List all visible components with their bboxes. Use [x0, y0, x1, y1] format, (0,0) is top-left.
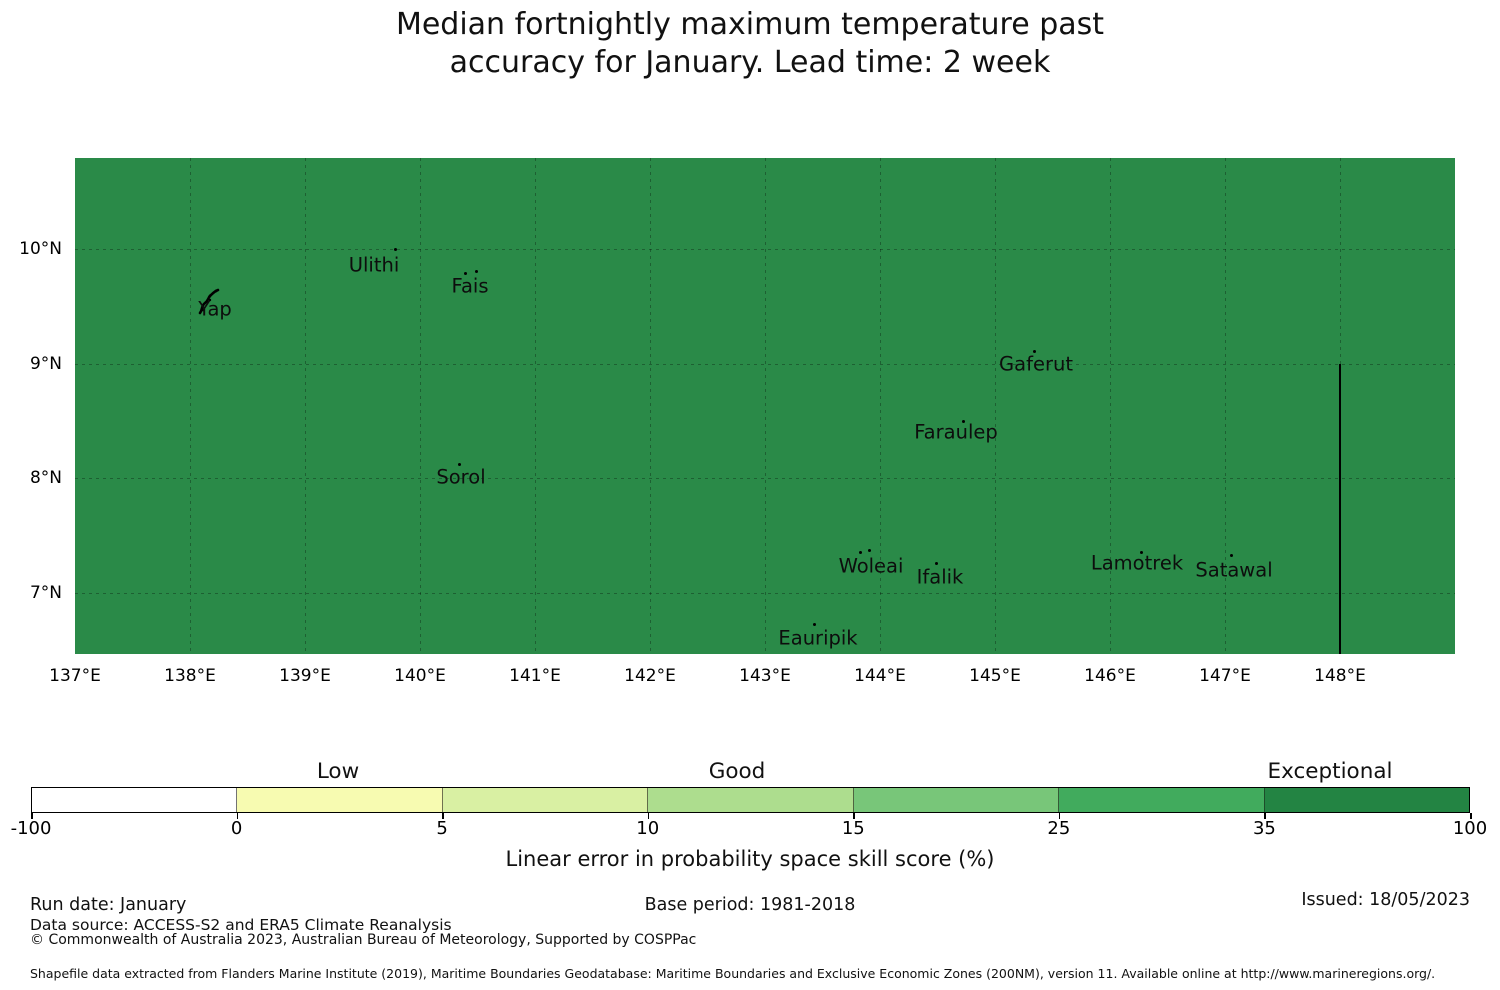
meridian-gridline — [995, 158, 996, 654]
footer-run-date: Run date: January — [30, 895, 187, 915]
colorbar-tick-mark — [236, 813, 239, 819]
footer-data-source: Data source: ACCESS-S2 and ERA5 Climate … — [30, 916, 452, 934]
colorbar-tick-mark — [442, 813, 444, 819]
island-label: Faraulep — [914, 420, 998, 444]
colorbar-segment — [442, 788, 649, 812]
island-marker-dot — [961, 419, 965, 423]
colorbar-tick-label: 0 — [230, 818, 243, 839]
colorbar-tick-label: 5 — [436, 818, 448, 839]
x-tick-label: 147°E — [1199, 666, 1251, 686]
x-tick-label: 138°E — [164, 666, 216, 686]
colorbar-segment — [1059, 788, 1265, 812]
parallel-gridline — [75, 249, 1455, 250]
colorbar-segment — [237, 788, 443, 812]
island-label: Yap — [198, 297, 232, 321]
parallel-gridline — [75, 592, 1455, 594]
colorbar-category-label: Exceptional — [1267, 759, 1393, 784]
colorbar-tick-mark — [1470, 813, 1472, 819]
x-tick-label: 141°E — [509, 666, 561, 686]
meridian-gridline — [880, 158, 881, 654]
map-plot-area: Yap Ulithi Fais Sorol Gaferut Faraulep Woleai I… — [75, 158, 1455, 654]
x-tick-label: 137°E — [49, 666, 101, 686]
y-tick-label: 9°N — [29, 353, 62, 374]
island-marker-dot — [457, 462, 461, 466]
colorbar-segment — [853, 788, 1060, 812]
island-marker-dot — [867, 548, 871, 552]
title-line-1: Median fortnightly maximum temperature p… — [395, 7, 1105, 42]
colorbar-segment — [648, 788, 854, 812]
island-marker-dot — [1229, 553, 1233, 557]
meridian-gridline — [650, 158, 651, 654]
x-tick-label: 143°E — [739, 666, 791, 686]
colorbar-tick-label: 100 — [1452, 818, 1488, 839]
x-tick-label: 140°E — [394, 666, 446, 686]
meridian-gridline — [1110, 158, 1111, 654]
island-label: Fais — [451, 274, 489, 298]
footer-copyright: © Commonwealth of Australia 2023, Austra… — [30, 932, 697, 948]
x-tick-label: 142°E — [624, 666, 676, 686]
meridian-gridline — [190, 158, 191, 654]
island-label: Ifalik — [916, 565, 964, 589]
colorbar-tick-label: 35 — [1252, 818, 1276, 839]
colorbar-tick-mark — [1264, 813, 1266, 819]
x-tick-label: 145°E — [969, 666, 1021, 686]
island-label: Eauripik — [778, 626, 858, 650]
colorbar-category-label: Low — [316, 759, 360, 784]
colorbar-segment — [32, 788, 238, 812]
x-tick-label: 148°E — [1314, 666, 1366, 686]
island-marker-dot — [934, 561, 938, 565]
colorbar-tick-mark — [853, 813, 855, 819]
y-tick-label: 8°N — [29, 468, 62, 488]
island-marker-dot — [1139, 550, 1143, 554]
island-label: Gaferut — [999, 352, 1073, 376]
island-marker-dot — [812, 622, 816, 626]
footer-base-period: Base period: 1981-2018 — [644, 895, 856, 915]
colorbar-tick-label: -100 — [10, 818, 52, 839]
meridian-gridline — [1225, 158, 1226, 654]
island-marker-dot — [474, 269, 478, 273]
colorbar-tick-mark — [647, 813, 650, 819]
colorbar-segment — [1264, 788, 1469, 812]
island-marker-dot — [858, 550, 862, 554]
colorbar-tick-label: 25 — [1047, 818, 1071, 839]
island-marker-dot — [463, 271, 467, 275]
footer-shapefile-attribution: Shapefile data extracted from Flanders M… — [30, 966, 1436, 981]
x-tick-label: 146°E — [1084, 666, 1136, 686]
meridian-gridline — [420, 158, 421, 654]
parallel-gridline — [75, 478, 1455, 479]
footer-issued: Issued: 18/05/2023 — [1301, 890, 1470, 910]
title-line-2: accuracy for January. Lead time: 2 week — [449, 45, 1051, 80]
x-tick-label: 144°E — [854, 666, 906, 686]
island-marker-dot — [393, 247, 397, 251]
parallel-gridline — [75, 363, 1455, 365]
maritime-boundary-line — [1339, 364, 1341, 654]
yap-island-shape — [197, 288, 221, 315]
island-label: Woleai — [838, 554, 904, 578]
meridian-gridline — [305, 158, 306, 654]
island-label: Satawal — [1195, 558, 1273, 582]
meridian-gridline — [765, 158, 766, 654]
colorbar-category-label: Good — [708, 759, 766, 784]
colorbar-tick-label: 15 — [841, 818, 865, 839]
colorbar-tick-label: 10 — [636, 818, 660, 839]
island-label: Lamotrek — [1090, 551, 1184, 575]
y-tick-label: 7°N — [29, 582, 62, 603]
colorbar-tick-mark — [31, 813, 33, 819]
island-label: Sorol — [436, 465, 486, 489]
colorbar-axis-label: Linear error in probability space skill … — [505, 847, 995, 871]
island-label: Ulithi — [348, 253, 400, 277]
island-marker-dot — [1032, 349, 1036, 353]
x-tick-label: 139°E — [279, 666, 331, 686]
figure-title: Median fortnightly maximum temperature p… — [0, 6, 1500, 82]
colorbar-bar — [31, 787, 1470, 813]
y-tick-label: 10°N — [19, 239, 62, 259]
colorbar-tick-mark — [1058, 813, 1061, 819]
meridian-gridline — [535, 158, 536, 654]
